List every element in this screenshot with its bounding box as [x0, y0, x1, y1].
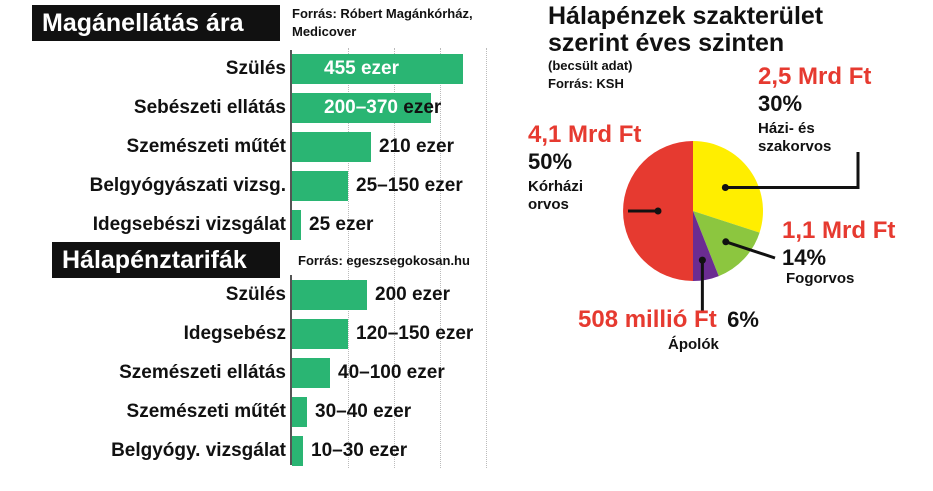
- bar: [292, 132, 371, 162]
- slice-label-hospital: 4,1 Mrd Ft 50% Kórházi orvos: [528, 122, 641, 214]
- bar: [292, 397, 307, 427]
- slice-cat-hospital-2: orvos: [528, 196, 569, 213]
- gridline: [394, 48, 395, 468]
- bar-value-text: 455 ezer: [324, 58, 400, 79]
- leader-line-nurses-dot: [698, 256, 706, 264]
- leader-line-gp: [725, 152, 860, 189]
- bar: [292, 358, 330, 388]
- slice-cat-hospital-1: Kórházi: [528, 178, 584, 195]
- slice-label-dentist: 1,1 Mrd Ft 14% Fogorvos: [782, 218, 895, 288]
- pie-title-line2: szerint éves szinten: [548, 29, 785, 57]
- row-label: Szemészeti műtét: [126, 136, 286, 157]
- slice-pct-dentist: 14%: [782, 245, 827, 270]
- bar-value-label: 120–150 ezer: [356, 323, 474, 344]
- section-title-gratuity: Hálapénztarifák: [52, 242, 280, 278]
- row-label: Belgyógyászati vizsg.: [89, 175, 286, 196]
- bar: [292, 54, 463, 84]
- bar: [292, 171, 348, 201]
- bar-value-label: 40–100 ezer: [338, 362, 445, 383]
- slice-label-gp: 2,5 Mrd Ft 30% Házi- és szakorvos: [758, 64, 871, 156]
- leader-line-gp-dot: [721, 183, 729, 191]
- slice-pct-nurses: 6%: [727, 307, 759, 332]
- bar: [292, 210, 301, 240]
- bar-value-text: 200–370: [324, 97, 398, 118]
- gridline: [486, 48, 487, 468]
- slice-pct-hospital: 50%: [528, 149, 573, 174]
- row-label: Sebészeti ellátás: [133, 97, 286, 118]
- bar-value-label: 455 ezer: [324, 54, 399, 84]
- bar-axis-private-care: [290, 50, 292, 240]
- bar-value-suffix: ezer: [397, 97, 442, 118]
- row-label: Idegsebészi vizsgálat: [92, 214, 286, 235]
- bar-value-label: 30–40 ezer: [315, 401, 412, 422]
- leader-line-dentist-dot: [722, 238, 730, 246]
- slice-amount-nurses: 508 millió Ft: [578, 306, 717, 333]
- bar-value-label: 25–150 ezer: [356, 175, 463, 196]
- slice-cat-gp-2: szakorvos: [758, 138, 832, 155]
- slice-amount-hospital: 4,1 Mrd Ft: [528, 121, 642, 148]
- leader-line-hospital-dot: [654, 207, 662, 215]
- source-private-care: Forrás: Róbert Magánkórház, Medicover: [292, 5, 512, 41]
- pie-note: (becsült adat): [548, 58, 633, 73]
- slice-amount-dentist: 1,1 Mrd Ft: [782, 217, 896, 244]
- bar: [292, 93, 431, 123]
- bar: [292, 436, 303, 466]
- slice-cat-dentist: Fogorvos: [786, 270, 855, 287]
- pie-source: Forrás: KSH: [548, 76, 624, 91]
- bar: [292, 280, 367, 310]
- slice-amount-gp: 2,5 Mrd Ft: [758, 63, 872, 90]
- pie-title: Hálapénzek szakterület szerint éves szin…: [548, 3, 848, 57]
- gridline: [348, 48, 349, 468]
- bar-value-label: 200 ezer: [375, 284, 451, 305]
- bar: [292, 319, 348, 349]
- slice-label-nurses: 508 millió Ft 6%: [578, 307, 759, 333]
- row-label: Szülés: [225, 58, 286, 79]
- pie-slice-nurses: [693, 211, 719, 281]
- section-title-private-care: Magánellátás ára: [32, 5, 280, 41]
- row-label: Idegsebész: [183, 323, 286, 344]
- bar-value-label: 210 ezer: [379, 136, 455, 157]
- slice-cat-gp-1: Házi- és: [758, 120, 815, 137]
- source-gratuity: Forrás: egeszsegokosan.hu: [298, 253, 470, 268]
- pie-title-line1: Hálapénzek szakterület: [548, 2, 824, 30]
- source-private-care-text: Forrás: Róbert Magánkórház, Medicover: [292, 6, 473, 39]
- bar-value-label: 200–370 ezer: [324, 93, 441, 123]
- bar-value-label: 10–30 ezer: [311, 440, 408, 461]
- slice-cat-nurses: Ápolók: [668, 336, 719, 353]
- row-label: Szemészeti műtét: [126, 401, 286, 422]
- gridline: [440, 48, 441, 468]
- row-label: Belgyógy. vizsgálat: [111, 440, 286, 461]
- bar-axis-gratuity: [290, 275, 292, 465]
- row-label: Szemészeti ellátás: [119, 362, 286, 383]
- row-label: Szülés: [225, 284, 286, 305]
- bar-value-label: 25 ezer: [309, 214, 374, 235]
- slice-pct-gp: 30%: [758, 91, 803, 116]
- leader-line-dentist: [725, 240, 776, 260]
